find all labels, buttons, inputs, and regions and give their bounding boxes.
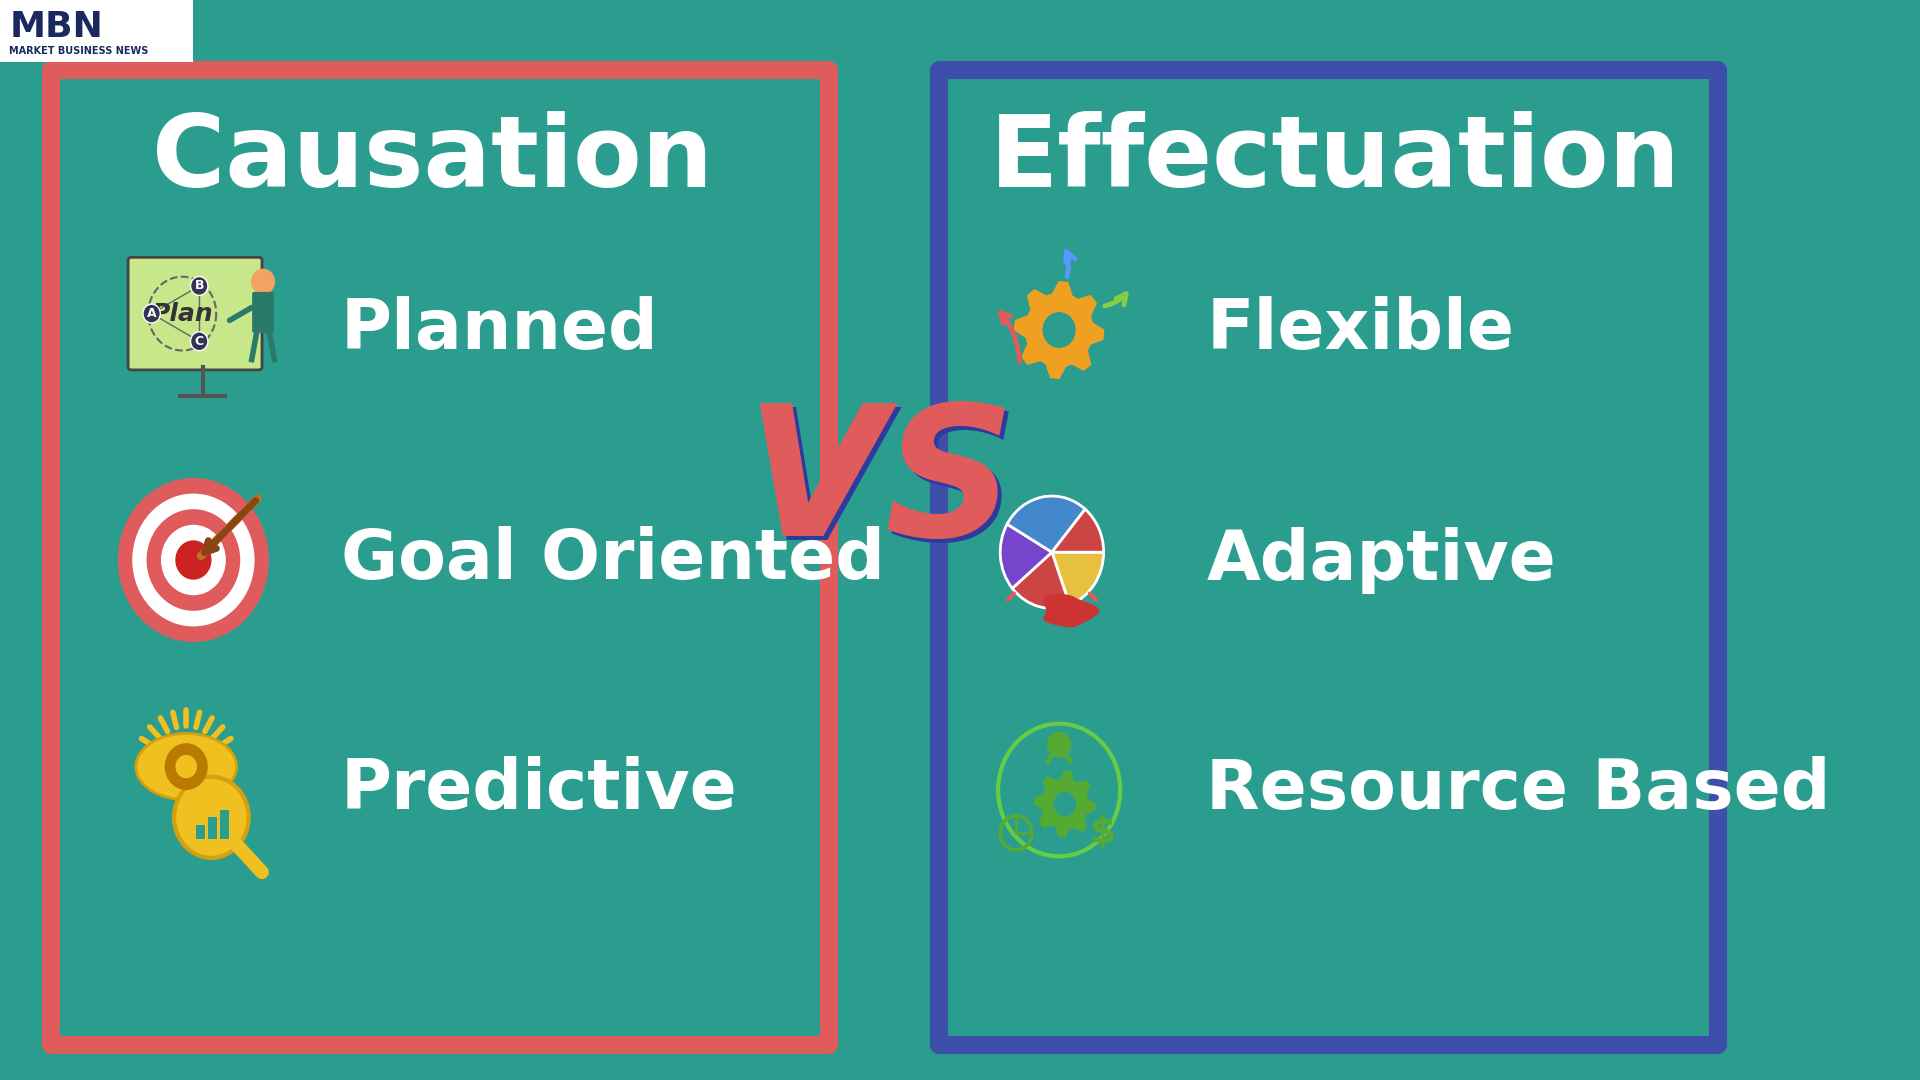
Text: A: A	[146, 307, 156, 320]
Circle shape	[1043, 313, 1075, 347]
Text: $: $	[1089, 815, 1116, 851]
Polygon shape	[1035, 771, 1094, 837]
Ellipse shape	[136, 733, 236, 800]
Circle shape	[1048, 732, 1071, 757]
Circle shape	[117, 478, 269, 642]
Circle shape	[175, 777, 250, 858]
Polygon shape	[1044, 595, 1098, 626]
Text: Predictive: Predictive	[340, 756, 737, 823]
Circle shape	[142, 305, 161, 323]
Text: C: C	[194, 335, 204, 348]
FancyBboxPatch shape	[129, 257, 261, 369]
FancyBboxPatch shape	[0, 0, 194, 62]
Bar	[196, 825, 205, 839]
Circle shape	[175, 540, 211, 580]
Circle shape	[1043, 313, 1075, 347]
Text: Resource Based: Resource Based	[1206, 756, 1832, 823]
Text: MARKET BUSINESS NEWS: MARKET BUSINESS NEWS	[10, 46, 148, 56]
Text: Planned: Planned	[340, 297, 659, 364]
FancyBboxPatch shape	[0, 0, 1768, 1080]
Text: Effectuation: Effectuation	[991, 111, 1680, 208]
Wedge shape	[1052, 509, 1104, 552]
Text: MBN: MBN	[10, 10, 104, 44]
Circle shape	[161, 525, 227, 595]
Circle shape	[146, 509, 240, 611]
Text: Plan: Plan	[152, 301, 213, 325]
Text: Goal Oriented: Goal Oriented	[340, 526, 885, 594]
Text: Causation: Causation	[152, 111, 714, 208]
Wedge shape	[1012, 552, 1069, 608]
Bar	[221, 810, 228, 839]
Text: Adaptive: Adaptive	[1206, 526, 1557, 594]
Polygon shape	[1014, 282, 1104, 378]
Circle shape	[175, 755, 198, 779]
Text: VS: VS	[749, 402, 1020, 578]
Circle shape	[132, 494, 255, 626]
Circle shape	[190, 332, 207, 351]
Text: B: B	[194, 280, 204, 293]
Circle shape	[252, 269, 275, 294]
Text: VS: VS	[745, 399, 1016, 573]
Wedge shape	[1008, 496, 1085, 552]
Wedge shape	[1000, 524, 1052, 589]
Wedge shape	[1052, 552, 1104, 605]
FancyBboxPatch shape	[252, 292, 275, 333]
Bar	[207, 818, 217, 839]
Circle shape	[165, 743, 207, 789]
Circle shape	[190, 276, 207, 295]
Text: Flexible: Flexible	[1206, 297, 1515, 364]
Circle shape	[1054, 793, 1075, 815]
